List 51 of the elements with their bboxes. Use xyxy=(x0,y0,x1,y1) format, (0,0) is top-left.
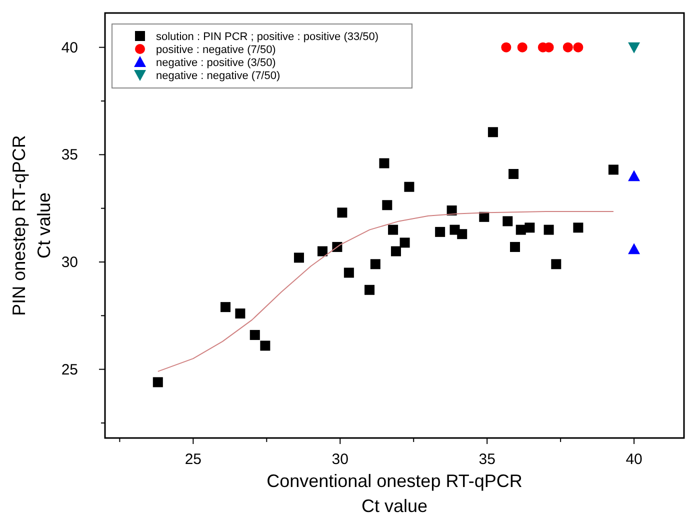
point xyxy=(479,212,490,222)
point xyxy=(390,246,401,256)
point xyxy=(220,302,231,312)
point xyxy=(317,246,328,256)
point xyxy=(457,229,468,240)
point xyxy=(382,200,392,210)
point xyxy=(152,377,163,388)
point xyxy=(608,164,618,175)
y-tick-label: 40 xyxy=(61,39,78,56)
point xyxy=(435,226,446,237)
point xyxy=(250,330,260,340)
point xyxy=(344,268,354,278)
y-tick-label: 25 xyxy=(61,361,78,378)
point xyxy=(379,158,390,168)
x-tick-label: 25 xyxy=(184,451,202,468)
point xyxy=(510,242,520,252)
point xyxy=(551,259,562,270)
point xyxy=(404,182,414,192)
point xyxy=(628,42,640,54)
point xyxy=(446,205,457,216)
point xyxy=(364,284,375,295)
point xyxy=(388,224,398,235)
y-tick-label: 35 xyxy=(61,146,78,164)
legend-label: negative : positive (3/50) xyxy=(156,57,276,69)
point xyxy=(508,168,519,179)
x-axis-title: Conventional onestep RT-qPCR Ct value xyxy=(266,471,522,516)
x-tick-label: 30 xyxy=(332,451,348,468)
point xyxy=(502,216,513,226)
legend-label: negative : negative (7/50) xyxy=(156,70,280,82)
point xyxy=(400,238,410,248)
x-tick-label: 35 xyxy=(478,451,496,468)
point xyxy=(573,42,584,52)
point xyxy=(501,42,512,52)
point xyxy=(235,308,246,319)
point xyxy=(562,42,573,52)
x-tick-label: 40 xyxy=(626,451,642,468)
point xyxy=(488,127,498,138)
point xyxy=(260,340,270,351)
point xyxy=(544,224,554,235)
y-axis-title: PIN onestep RT-qPCR Ct value xyxy=(9,135,54,316)
point xyxy=(628,243,640,254)
point xyxy=(628,170,640,182)
point xyxy=(573,222,584,233)
legend-label: positive : negative (7/50) xyxy=(156,44,276,56)
point xyxy=(524,222,535,233)
point xyxy=(370,259,380,270)
point xyxy=(337,208,348,218)
y-tick-label: 30 xyxy=(61,254,78,271)
legend-label: solution : PIN PCR ; positive : positive (33/50) xyxy=(156,31,379,43)
point xyxy=(294,252,304,263)
point xyxy=(517,42,528,52)
